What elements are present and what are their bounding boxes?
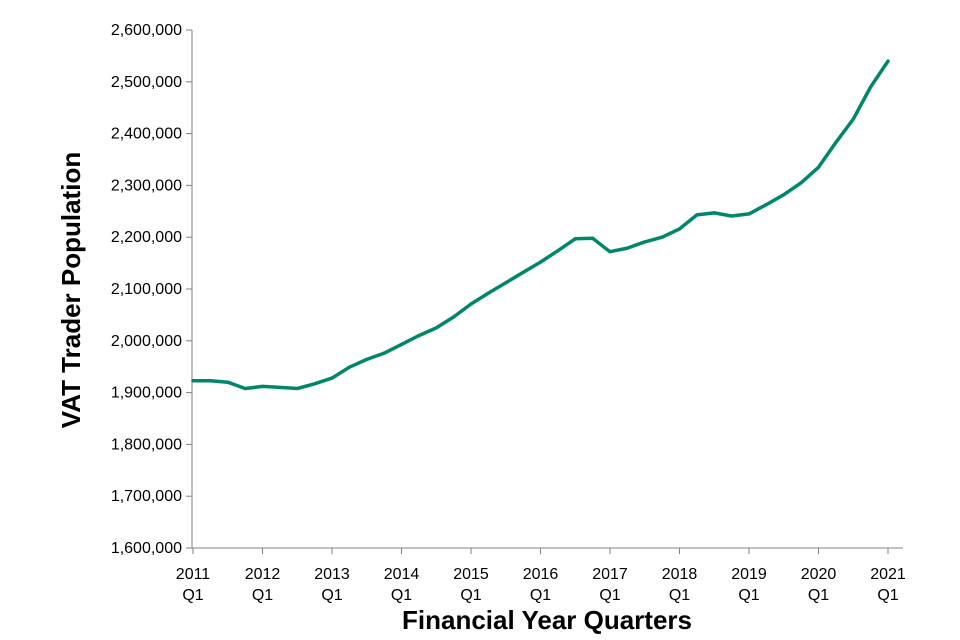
data-point <box>330 376 334 380</box>
data-point <box>191 379 195 383</box>
data-point <box>347 365 351 369</box>
data-point <box>625 246 629 250</box>
data-point <box>886 59 890 63</box>
data-point <box>851 117 855 121</box>
x-tick-label-year: 2013 <box>314 566 350 583</box>
data-point <box>452 315 456 319</box>
data-point <box>799 181 803 185</box>
data-point <box>365 357 369 362</box>
x-tick-label-year: 2016 <box>523 566 559 583</box>
x-tick-label-quarter: Q1 <box>738 587 759 604</box>
data-point <box>521 270 525 275</box>
x-tick-label-year: 2020 <box>801 566 837 583</box>
series-line <box>191 59 890 391</box>
x-tick-label-quarter: Q1 <box>391 587 412 604</box>
data-point <box>695 213 699 217</box>
data-point <box>816 165 821 169</box>
data-point <box>417 334 421 338</box>
x-tick-label-year: 2021 <box>870 566 906 583</box>
data-point <box>504 281 508 285</box>
x-tick-label-year: 2019 <box>731 566 767 583</box>
data-point <box>382 351 386 355</box>
data-point <box>747 212 751 216</box>
data-point <box>730 214 734 218</box>
x-tick-label-year: 2012 <box>245 566 281 583</box>
y-tick-label: 2,600,000 <box>111 22 182 39</box>
data-point <box>764 202 768 207</box>
data-point <box>469 302 473 306</box>
data-point <box>677 227 682 231</box>
x-tick-label-year: 2011 <box>176 566 211 583</box>
y-tick-label: 1,800,000 <box>111 436 182 453</box>
data-point <box>712 211 716 215</box>
data-point <box>243 386 247 391</box>
data-point <box>591 236 595 240</box>
y-tick-label: 2,000,000 <box>111 333 182 350</box>
x-tick-label-quarter: Q1 <box>808 587 829 604</box>
data-point <box>834 140 838 145</box>
data-point <box>573 237 577 241</box>
x-tick-label-year: 2018 <box>662 566 698 583</box>
y-tick-label: 1,600,000 <box>111 540 182 557</box>
x-tick-label-quarter: Q1 <box>669 587 690 604</box>
data-point <box>869 85 873 89</box>
x-tick-label-quarter: Q1 <box>321 587 342 604</box>
y-tick-label: 2,200,000 <box>111 229 182 246</box>
x-tick-label-quarter: Q1 <box>182 587 203 604</box>
data-point <box>486 291 490 295</box>
x-tick-label-quarter: Q1 <box>252 587 273 604</box>
y-tick-label: 2,500,000 <box>111 74 182 91</box>
y-tick-label: 2,400,000 <box>111 126 182 143</box>
data-point <box>660 235 664 239</box>
y-axis: 1,600,000 1,700,000 1,800,000 1,900,000 2,00… <box>111 22 193 557</box>
x-tick-label-year: 2017 <box>592 566 628 583</box>
x-tick-label-quarter: Q1 <box>530 587 551 604</box>
x-tick-label-year: 2014 <box>384 566 420 583</box>
x-tick-label-year: 2015 <box>453 566 489 583</box>
data-point <box>538 260 543 264</box>
data-point <box>313 382 317 386</box>
data-point <box>278 385 282 390</box>
x-axis-title: Financial Year Quarters <box>402 605 692 635</box>
y-axis-title: VAT Trader Population <box>56 152 86 428</box>
data-point <box>782 193 786 197</box>
x-tick-label-quarter: Q1 <box>599 587 620 604</box>
x-tick-label-quarter: Q1 <box>460 587 481 604</box>
data-point <box>260 384 265 388</box>
data-point <box>643 240 647 244</box>
data-point <box>295 386 299 391</box>
data-point <box>208 379 212 383</box>
y-tick-label: 1,700,000 <box>111 488 182 505</box>
data-point <box>556 249 560 253</box>
x-tick-label-quarter: Q1 <box>877 587 898 604</box>
data-point <box>226 380 230 384</box>
data-point <box>608 250 612 254</box>
data-point <box>434 326 438 330</box>
plot-area <box>191 59 890 391</box>
data-point <box>399 342 404 347</box>
y-tick-label: 1,900,000 <box>111 385 182 402</box>
x-axis: 2011 Q1 2012 Q1 2013 Q1 2014 Q1 2015 Q1 2016 Q1 2017… <box>176 547 906 604</box>
y-tick-label: 2,300,000 <box>111 177 182 194</box>
y-tick-label: 2,100,000 <box>111 281 182 298</box>
